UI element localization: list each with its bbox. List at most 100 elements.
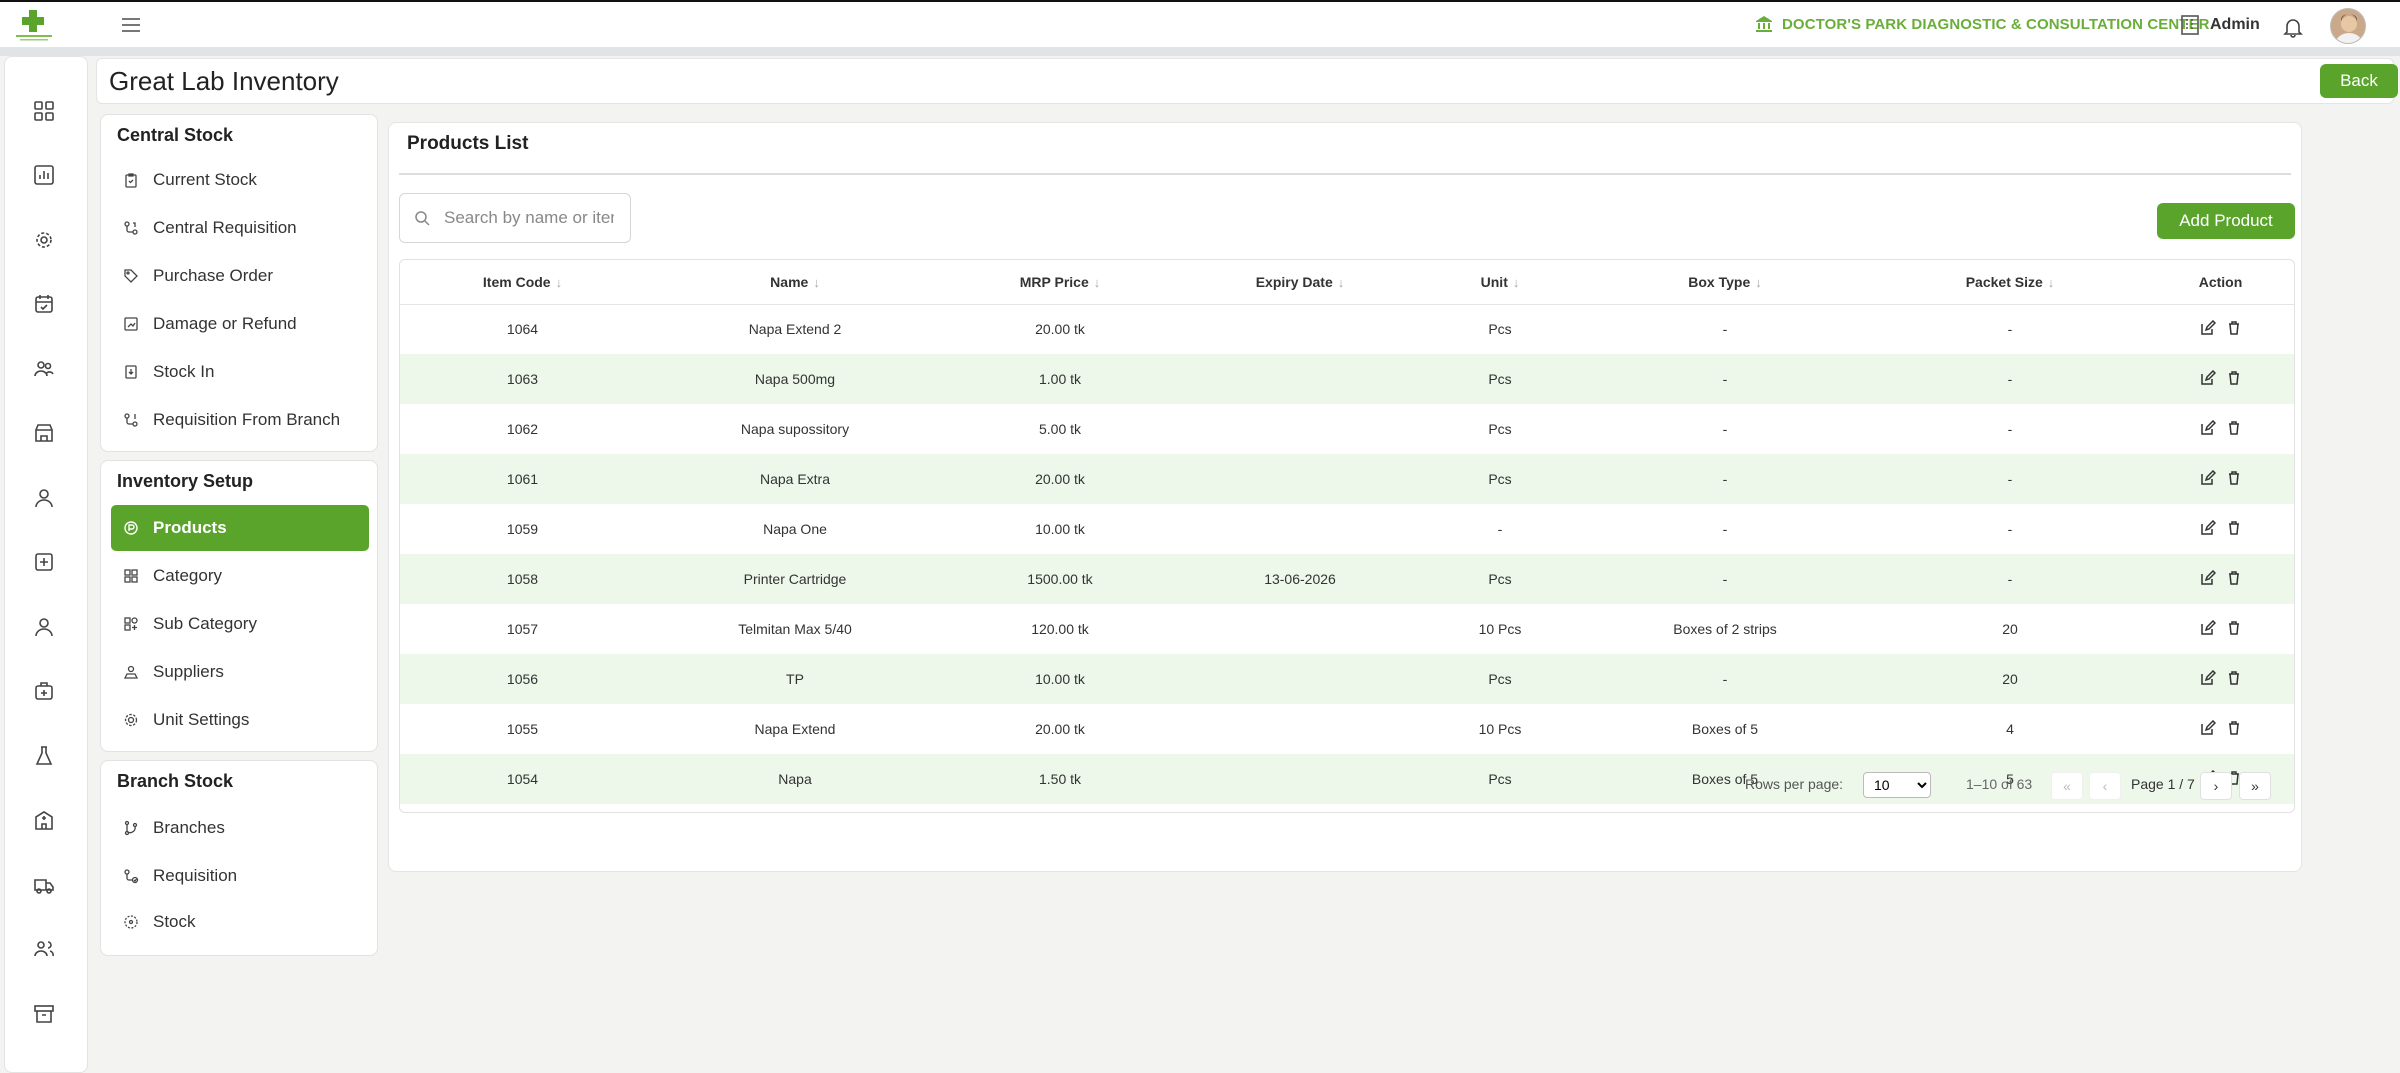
delete-icon[interactable]: [2226, 420, 2242, 436]
delete-icon[interactable]: [2226, 670, 2242, 686]
sort-arrow-icon[interactable]: ↓: [1755, 274, 1762, 290]
menu-branches[interactable]: Branches: [111, 805, 369, 851]
menu-label: Products: [153, 518, 227, 537]
cell-action: [2145, 354, 2294, 404]
menu-label: Sub Category: [153, 614, 257, 633]
edit-icon[interactable]: [2200, 519, 2216, 536]
rows-per-page-select[interactable]: 10: [1863, 772, 1931, 798]
column-header-unit[interactable]: Unit ↓: [1480, 273, 1520, 290]
search-input[interactable]: [444, 208, 614, 228]
cell-name: Napa: [778, 771, 812, 787]
menu-label: Central Requisition: [153, 218, 297, 237]
add-product-button[interactable]: Add Product: [2157, 203, 2295, 239]
edit-icon[interactable]: [2200, 619, 2216, 636]
edit-icon[interactable]: [2200, 419, 2216, 436]
delete-icon[interactable]: [2226, 470, 2242, 486]
cell-box-type: -: [1722, 371, 1728, 387]
cell-packet-size: -: [2007, 421, 2013, 437]
products-table: Item Code ↓ Name ↓ MRP Price ↓ Expiry Date ↓…: [399, 259, 2295, 813]
table-row: 1064 Napa Extend 2 20.00 tk Pcs - -: [400, 304, 2294, 354]
delete-icon[interactable]: [2226, 320, 2242, 336]
sort-arrow-icon[interactable]: ↓: [1337, 274, 1345, 290]
flask-icon[interactable]: [30, 742, 58, 770]
edit-icon[interactable]: [2200, 669, 2216, 686]
edit-icon[interactable]: [2200, 569, 2216, 586]
menu-unit-settings[interactable]: Unit Settings: [111, 697, 369, 743]
pagination: Rows per page: 10 1–10 of 63 « ‹ Page 1 …: [400, 762, 2294, 812]
delete-icon[interactable]: [2226, 520, 2242, 536]
sort-arrow-icon[interactable]: ↓: [555, 274, 563, 290]
notification-bell-icon[interactable]: [2282, 16, 2306, 40]
menu-central-requisition[interactable]: Central Requisition: [111, 205, 369, 251]
rows-per-page-label: Rows per page:: [1745, 776, 1844, 792]
menu-category[interactable]: Category: [111, 553, 369, 599]
cell-mrp-price: 20.00 tk: [1035, 471, 1085, 487]
users-icon[interactable]: [30, 355, 58, 383]
column-header-box-type[interactable]: Box Type ↓: [1688, 273, 1762, 290]
sort-arrow-icon[interactable]: ↓: [2047, 274, 2055, 290]
archive-icon[interactable]: [30, 1000, 58, 1028]
admin-menu[interactable]: Admin: [2180, 14, 2260, 36]
table-row: 1059 Napa One 10.00 tk - - -: [400, 504, 2294, 554]
chart-icon[interactable]: [30, 161, 58, 189]
delete-icon[interactable]: [2226, 620, 2242, 636]
cell-box-type: Boxes of 2 strips: [1673, 621, 1777, 637]
menu-toggle-icon[interactable]: [120, 14, 146, 36]
delete-icon[interactable]: [2226, 720, 2242, 736]
last-page-button[interactable]: »: [2239, 772, 2271, 800]
cell-item-code: 1062: [506, 421, 539, 437]
cell-unit: Pcs: [1488, 321, 1512, 338]
column-header-expiry-date[interactable]: Expiry Date ↓: [1255, 273, 1345, 290]
menu-suppliers[interactable]: Suppliers: [111, 649, 369, 695]
column-header-item-code[interactable]: Item Code ↓: [482, 273, 563, 290]
table-row: 1062 Napa supossitory 5.00 tk Pcs - -: [400, 404, 2294, 454]
dashboard-icon[interactable]: [30, 97, 58, 125]
ambulance-icon[interactable]: [30, 871, 58, 899]
user-icon[interactable]: [30, 484, 58, 512]
products-panel: Products List Add Product Item Code↓ Nam…: [388, 122, 2302, 872]
building-icon[interactable]: [30, 806, 58, 834]
first-page-button[interactable]: «: [2051, 772, 2083, 800]
menu-sub-category[interactable]: Sub Category: [111, 601, 369, 647]
menu-damage-refund[interactable]: Damage or Refund: [111, 301, 369, 347]
brand-logo[interactable]: [10, 8, 58, 44]
column-header-mrp-price[interactable]: MRP Price ↓: [1019, 273, 1101, 290]
team-icon[interactable]: [30, 935, 58, 963]
next-page-button[interactable]: ›: [2200, 772, 2232, 800]
sort-arrow-icon[interactable]: ↓: [1512, 274, 1520, 290]
edit-icon[interactable]: [2200, 719, 2216, 736]
menu-stock[interactable]: Stock: [111, 899, 369, 945]
edit-icon[interactable]: [2200, 319, 2216, 336]
store-icon[interactable]: [30, 419, 58, 447]
column-header-name[interactable]: Name ↓: [770, 273, 820, 290]
menu-requisition[interactable]: Requisition: [111, 853, 369, 899]
back-button[interactable]: Back: [2320, 64, 2398, 98]
menu-products[interactable]: Products: [111, 505, 369, 551]
tag-icon: [124, 269, 138, 283]
menu-purchase-order[interactable]: Purchase Order: [111, 253, 369, 299]
cell-box-type: -: [1722, 571, 1728, 587]
column-header-packet-size[interactable]: Packet Size ↓: [1965, 273, 2055, 290]
sort-arrow-icon[interactable]: ↓: [1093, 274, 1101, 290]
hospital-icon[interactable]: [30, 548, 58, 576]
person-icon[interactable]: [30, 613, 58, 641]
delete-icon[interactable]: [2226, 370, 2242, 386]
cell-item-code: 1064: [506, 321, 539, 338]
settings-icon[interactable]: [30, 226, 58, 254]
cell-expiry-date: [1175, 654, 1425, 704]
top-bar-divider: [0, 48, 2400, 56]
cell-packet-size: -: [2007, 371, 2013, 387]
prev-page-button[interactable]: ‹: [2089, 772, 2121, 800]
edit-icon[interactable]: [2200, 469, 2216, 486]
medical-kit-icon[interactable]: [30, 677, 58, 705]
menu-stock-in[interactable]: Stock In: [111, 349, 369, 395]
delete-icon[interactable]: [2226, 570, 2242, 586]
sort-arrow-icon[interactable]: ↓: [813, 274, 820, 290]
panel-divider: [399, 173, 2291, 175]
menu-current-stock[interactable]: Current Stock: [111, 157, 369, 203]
edit-icon[interactable]: [2200, 369, 2216, 386]
calendar-icon[interactable]: [30, 290, 58, 318]
menu-requisition-from-branch[interactable]: Requisition From Branch: [111, 397, 369, 443]
avatar[interactable]: [2330, 8, 2366, 44]
menu-label: Stock In: [153, 362, 215, 381]
